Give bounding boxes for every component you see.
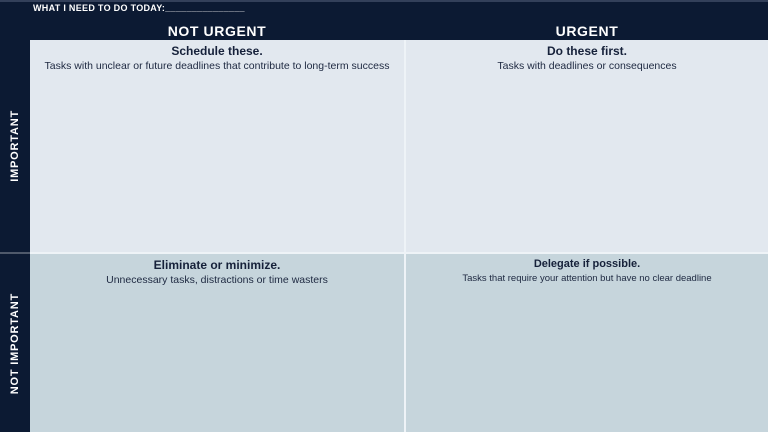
- row-label-not-important: NOT IMPORTANT: [0, 254, 30, 432]
- eisenhower-matrix: Schedule these. Tasks with unclear or fu…: [30, 40, 768, 432]
- row-label-important-text: IMPORTANT: [9, 110, 21, 182]
- quadrant-not-important-urgent[interactable]: Delegate if possible. Tasks that require…: [406, 254, 768, 432]
- quadrant-heading: Do these first.: [546, 44, 627, 58]
- todo-title-blank-line[interactable]: _______________: [165, 3, 245, 13]
- quadrant-description: Unnecessary tasks, distractions or time …: [106, 274, 328, 286]
- quadrant-description: Tasks that require your attention but ha…: [462, 273, 712, 284]
- quadrant-important-urgent[interactable]: Do these first. Tasks with deadlines or …: [406, 40, 768, 252]
- quadrant-heading: Delegate if possible.: [533, 258, 641, 270]
- column-header-urgent: URGENT: [555, 23, 619, 39]
- column-header-not-urgent: NOT URGENT: [167, 23, 267, 39]
- quadrant-description: Tasks with deadlines or consequences: [497, 60, 677, 72]
- quadrant-not-important-not-urgent[interactable]: Eliminate or minimize. Unnecessary tasks…: [30, 254, 404, 432]
- todo-title: WHAT I NEED TO DO TODAY:_______________: [33, 3, 245, 13]
- todo-title-label: WHAT I NEED TO DO TODAY:: [33, 3, 166, 13]
- quadrant-important-not-urgent[interactable]: Schedule these. Tasks with unclear or fu…: [30, 40, 404, 252]
- quadrant-heading: Eliminate or minimize.: [153, 258, 281, 272]
- sidebar-row-divider: [0, 252, 30, 254]
- row-label-important: IMPORTANT: [0, 40, 30, 252]
- quadrant-heading: Schedule these.: [171, 44, 263, 58]
- row-label-not-important-text: NOT IMPORTANT: [9, 293, 21, 395]
- quadrant-description: Tasks with unclear or future deadlines t…: [44, 60, 390, 72]
